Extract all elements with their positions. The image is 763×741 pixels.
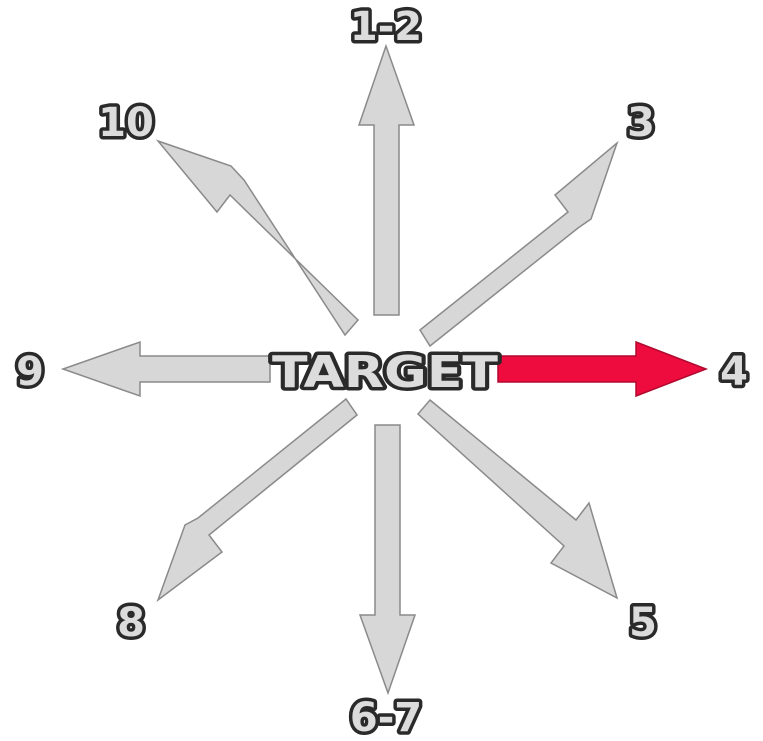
arrow-1-2 [357,43,416,316]
arrow-10 [155,139,360,337]
label-6-7: 6-7 [350,695,422,741]
arrow-3 [419,140,619,348]
direction-labels: 1-2 3 4 5 6-7 8 9 10 [13,1,752,741]
label-8: 8 [117,600,145,646]
label-9: 9 [16,349,44,395]
label-1-2: 1-2 [350,4,422,50]
label-3: 3 [627,100,655,146]
arrow-6-7 [358,424,417,696]
label-4: 4 [720,349,748,395]
label-10: 10 [98,100,154,146]
arrows [60,43,709,696]
arrow-9 [60,340,271,398]
center-target-label: TARGET [272,347,498,398]
label-5: 5 [629,600,657,646]
arrow-8 [156,397,359,603]
arrow-4 [497,340,709,398]
arrow-5 [416,398,619,600]
